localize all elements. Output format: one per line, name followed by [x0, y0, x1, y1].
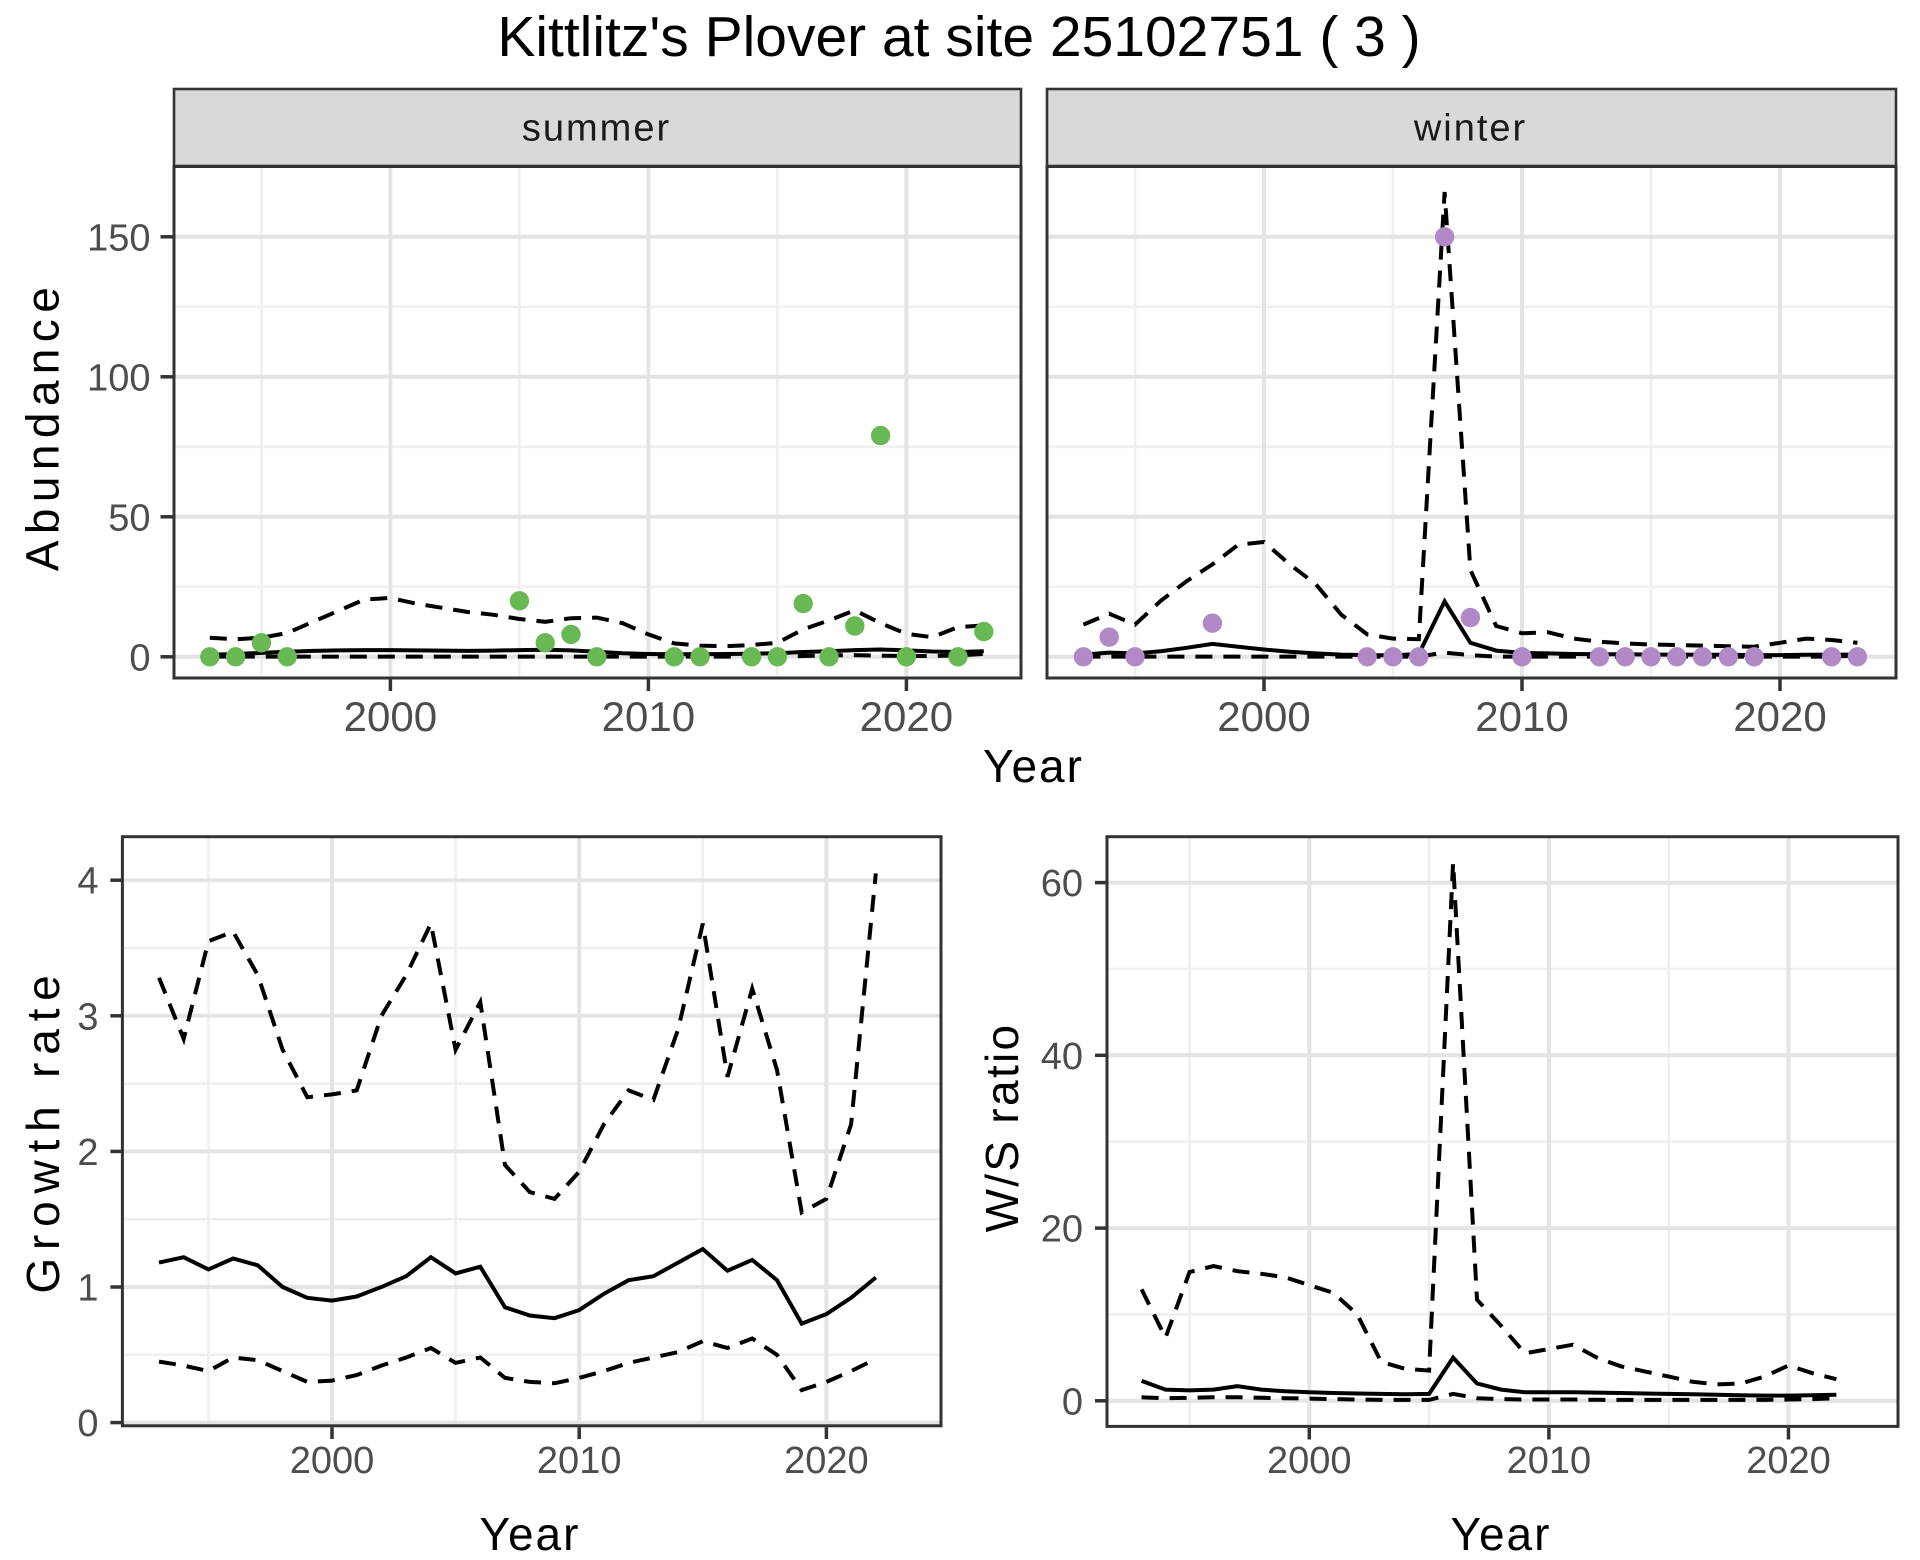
- svg-text:2010: 2010: [537, 1440, 622, 1482]
- svg-text:2020: 2020: [784, 1440, 869, 1482]
- svg-text:Abundance: Abundance: [17, 281, 69, 571]
- svg-text:2020: 2020: [860, 693, 953, 740]
- svg-text:Year: Year: [480, 1508, 581, 1560]
- svg-text:Kittlitz's Plover at site 2510: Kittlitz's Plover at site 25102751 ( 3 ): [497, 5, 1420, 69]
- svg-text:0: 0: [129, 637, 150, 679]
- svg-text:Growth rate: Growth rate: [17, 967, 69, 1293]
- svg-text:Year: Year: [1451, 1508, 1552, 1560]
- svg-text:2010: 2010: [602, 693, 695, 740]
- svg-text:0: 0: [1062, 1381, 1083, 1423]
- svg-text:2000: 2000: [1217, 693, 1310, 740]
- svg-text:100: 100: [87, 357, 150, 399]
- svg-text:2010: 2010: [1475, 693, 1568, 740]
- svg-text:150: 150: [87, 217, 150, 259]
- svg-text:1: 1: [77, 1268, 98, 1310]
- svg-text:4: 4: [77, 861, 98, 903]
- svg-text:2000: 2000: [290, 1440, 375, 1482]
- svg-text:20: 20: [1041, 1209, 1083, 1251]
- svg-text:W/S ratio: W/S ratio: [976, 1023, 1028, 1233]
- svg-text:60: 60: [1041, 863, 1083, 905]
- svg-text:2020: 2020: [1733, 693, 1826, 740]
- svg-text:Year: Year: [983, 740, 1084, 792]
- svg-text:2010: 2010: [1507, 1440, 1592, 1482]
- svg-text:0: 0: [77, 1403, 98, 1445]
- svg-text:winter: winter: [1413, 108, 1527, 150]
- svg-text:3: 3: [77, 996, 98, 1038]
- svg-text:2000: 2000: [344, 693, 437, 740]
- svg-text:2020: 2020: [1746, 1440, 1831, 1482]
- svg-text:2: 2: [77, 1132, 98, 1174]
- svg-text:50: 50: [108, 497, 150, 539]
- svg-text:40: 40: [1041, 1036, 1083, 1078]
- svg-text:2000: 2000: [1267, 1440, 1352, 1482]
- svg-text:summer: summer: [522, 108, 671, 150]
